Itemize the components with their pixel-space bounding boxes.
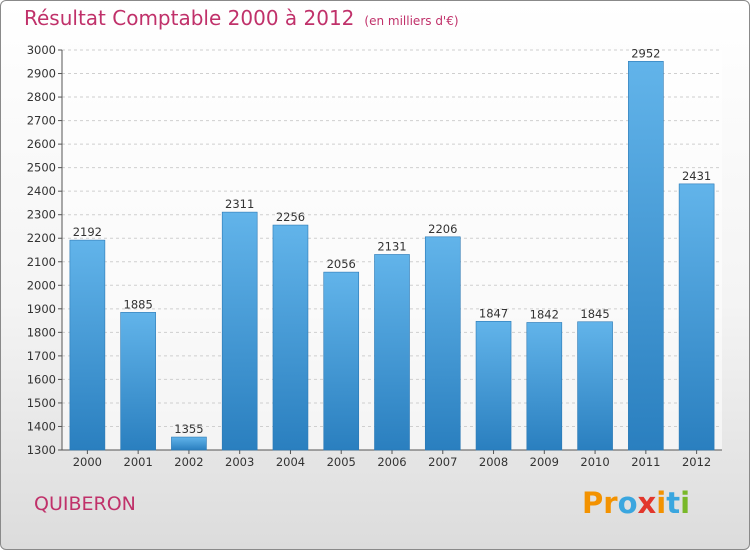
bar <box>577 321 613 451</box>
chart-title: Résultat Comptable 2000 à 2012 <box>24 6 355 30</box>
value-label: 1355 <box>174 422 203 436</box>
value-label: 1845 <box>580 307 609 321</box>
bar <box>374 254 410 451</box>
commune-name: QUIBERON <box>34 493 136 515</box>
x-tick-label: 2010 <box>580 455 609 469</box>
value-label: 2431 <box>682 169 711 183</box>
y-tick-label: 2300 <box>27 208 56 222</box>
y-tick-label: 1700 <box>27 349 56 363</box>
logo-letter: r <box>603 486 618 520</box>
value-label: 2256 <box>276 210 305 224</box>
logo-letter: i <box>656 486 667 520</box>
bar <box>120 312 156 451</box>
bar <box>628 60 664 451</box>
value-label: 2952 <box>631 46 660 60</box>
y-tick-label: 1900 <box>27 302 56 316</box>
axes: 1300 1400 1500 1600 1700 1800 1900 2000 2100 2200… <box>27 43 722 469</box>
y-tick-label: 3000 <box>27 43 56 57</box>
proxiti-logo[interactable]: Proxiti <box>582 486 690 520</box>
y-tick-label: 2600 <box>27 137 56 151</box>
bar <box>475 320 512 451</box>
x-tick-label: 2007 <box>428 455 457 469</box>
logo-letter: i <box>680 486 691 520</box>
value-label: 2311 <box>225 197 254 211</box>
x-tick-label: 2000 <box>73 455 102 469</box>
x-tick-label: 2002 <box>174 455 203 469</box>
value-label: 2056 <box>327 257 356 271</box>
x-tick-label: 2009 <box>530 455 559 469</box>
x-tick-label: 2008 <box>479 455 508 469</box>
bar <box>526 322 563 451</box>
value-label: 1847 <box>479 306 508 320</box>
bar <box>171 436 207 451</box>
bar <box>221 211 258 451</box>
value-labels: 2192 1885 1355 2311 2256 2056 2131 2206 1847 1842… <box>73 46 712 436</box>
y-tick-label: 1800 <box>27 325 56 339</box>
bar <box>678 183 715 451</box>
y-tick-label: 2500 <box>27 161 56 175</box>
y-tick-label: 1600 <box>27 372 56 386</box>
value-label: 1842 <box>530 307 559 321</box>
y-tick-label: 2400 <box>27 184 56 198</box>
bar <box>323 271 360 451</box>
y-tick-label: 2100 <box>27 255 56 269</box>
x-tick-label: 2012 <box>682 455 711 469</box>
y-tick-label: 1400 <box>27 419 56 433</box>
y-tick-label: 2700 <box>27 114 56 128</box>
logo-letter: t <box>666 486 681 520</box>
x-tick-label: 2005 <box>327 455 356 469</box>
chart-title-block: Résultat Comptable 2000 à 2012 (en millie… <box>24 6 459 30</box>
value-label: 2206 <box>428 222 457 236</box>
x-tick-label: 2001 <box>124 455 153 469</box>
y-tick-label: 2900 <box>27 67 56 81</box>
y-tick-label: 1500 <box>27 396 56 410</box>
x-tick-label: 2004 <box>276 455 305 469</box>
value-label: 2131 <box>377 239 406 253</box>
unit-note: (en milliers d'€) <box>364 14 459 28</box>
x-tick-label: 2006 <box>377 455 406 469</box>
value-label: 1885 <box>124 297 153 311</box>
y-tick-label: 2800 <box>27 90 56 104</box>
y-tick-label: 2200 <box>27 231 56 245</box>
bar <box>272 224 309 451</box>
bar <box>69 239 106 451</box>
logo-letter: P <box>582 486 604 520</box>
x-tick-label: 2011 <box>631 455 660 469</box>
bars <box>69 60 715 451</box>
y-tick-label: 1300 <box>27 443 56 457</box>
logo-letter: o <box>617 486 638 520</box>
x-tick-label: 2003 <box>225 455 254 469</box>
y-tick-label: 2000 <box>27 278 56 292</box>
bar <box>424 236 461 451</box>
logo-letter: x <box>637 486 657 520</box>
value-label: 2192 <box>73 225 102 239</box>
